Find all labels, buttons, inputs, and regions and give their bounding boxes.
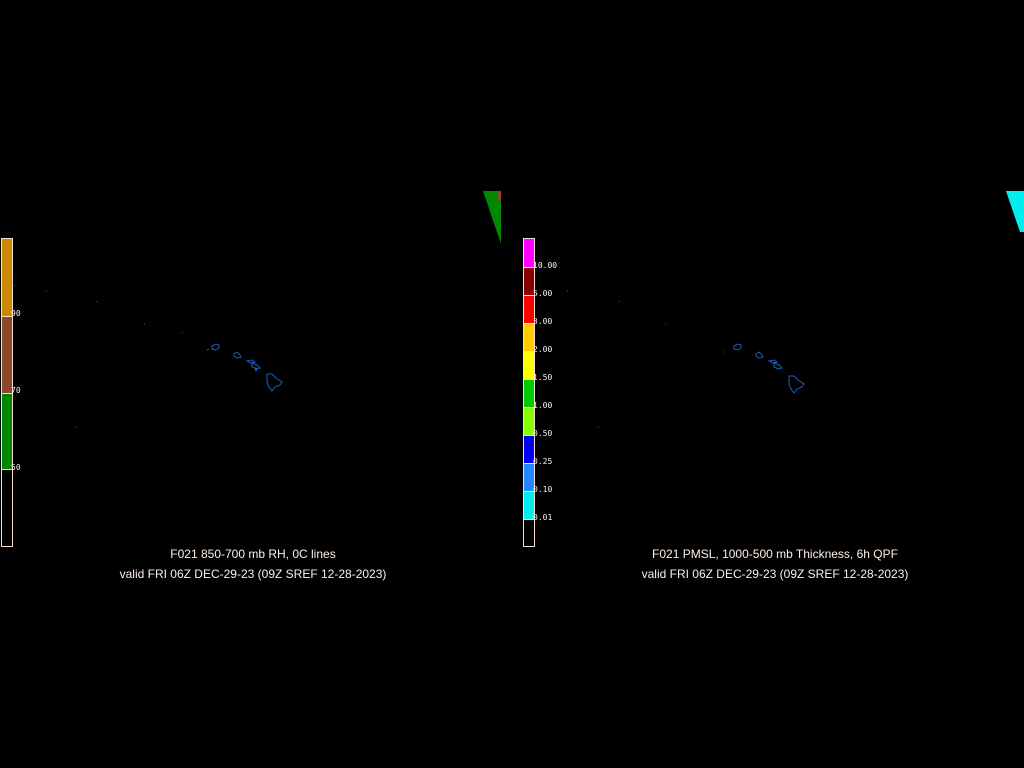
rh-title: F021 850-700 mb RH, 0C lines bbox=[170, 547, 336, 561]
qpf-colorbar-segment bbox=[524, 407, 534, 435]
qpf-colorbar-segment bbox=[524, 519, 534, 546]
qpf-colorbar bbox=[523, 238, 535, 547]
rh-colorbar-segment bbox=[2, 469, 12, 546]
qpf-field-cyan bbox=[1006, 191, 1024, 232]
rh-colorbar-label: 50 bbox=[11, 463, 21, 472]
qpf-colorbar-label: 3.00 bbox=[533, 317, 553, 326]
rh-colorbar-label: 70 bbox=[11, 386, 21, 395]
qpf-colorbar-label: 1.50 bbox=[533, 373, 553, 382]
qpf-colorbar-label: 0.25 bbox=[533, 457, 553, 466]
qpf-colorbar-segment bbox=[524, 463, 534, 491]
hawaii-coastline bbox=[567, 290, 805, 428]
rh-colorbar-segment bbox=[2, 393, 12, 469]
qpf-colorbar-label: 10.00 bbox=[533, 261, 558, 270]
qpf-colorbar-segment bbox=[524, 379, 534, 407]
rh-colorbar-segment bbox=[2, 316, 12, 393]
rh-map bbox=[14, 191, 501, 428]
rh-field-brown bbox=[498, 191, 501, 201]
qpf-colorbar-segment bbox=[524, 323, 534, 351]
qpf-colorbar-segment bbox=[524, 351, 534, 379]
rh-field-green bbox=[483, 191, 501, 244]
qpf-colorbar-label: 1.00 bbox=[533, 401, 553, 410]
qpf-colorbar-label: 0.10 bbox=[533, 485, 553, 494]
qpf-colorbar-label: 0.01 bbox=[533, 513, 553, 522]
qpf-valid-time: valid FRI 06Z DEC-29-23 (09Z SREF 12-28-… bbox=[641, 567, 909, 581]
rh-colorbar-label: 90 bbox=[11, 309, 21, 318]
qpf-map bbox=[567, 191, 1024, 428]
qpf-colorbar-segment bbox=[524, 239, 534, 267]
rh-valid-time: valid FRI 06Z DEC-29-23 (09Z SREF 12-28-… bbox=[119, 567, 387, 581]
rh-panel: 90 70 50 F021 850-700 mb RH, 0C lines va… bbox=[1, 191, 501, 581]
qpf-panel: 10.00 5.00 3.00 2.00 1.50 1.00 0.50 0.25… bbox=[512, 0, 1024, 768]
qpf-title: F021 PMSL, 1000-500 mb Thickness, 6h QPF bbox=[652, 547, 898, 561]
qpf-colorbar-segment bbox=[524, 267, 534, 295]
qpf-colorbar-segment bbox=[524, 491, 534, 519]
qpf-colorbar-segment bbox=[524, 435, 534, 463]
qpf-colorbar-label: 5.00 bbox=[533, 289, 553, 298]
hawaii-coastline bbox=[14, 285, 283, 428]
rh-colorbar-segment bbox=[2, 239, 12, 316]
qpf-colorbar-label: 2.00 bbox=[533, 345, 553, 354]
rh-colorbar bbox=[1, 238, 13, 547]
qpf-colorbar-segment bbox=[524, 295, 534, 323]
qpf-colorbar-label: 0.50 bbox=[533, 429, 553, 438]
